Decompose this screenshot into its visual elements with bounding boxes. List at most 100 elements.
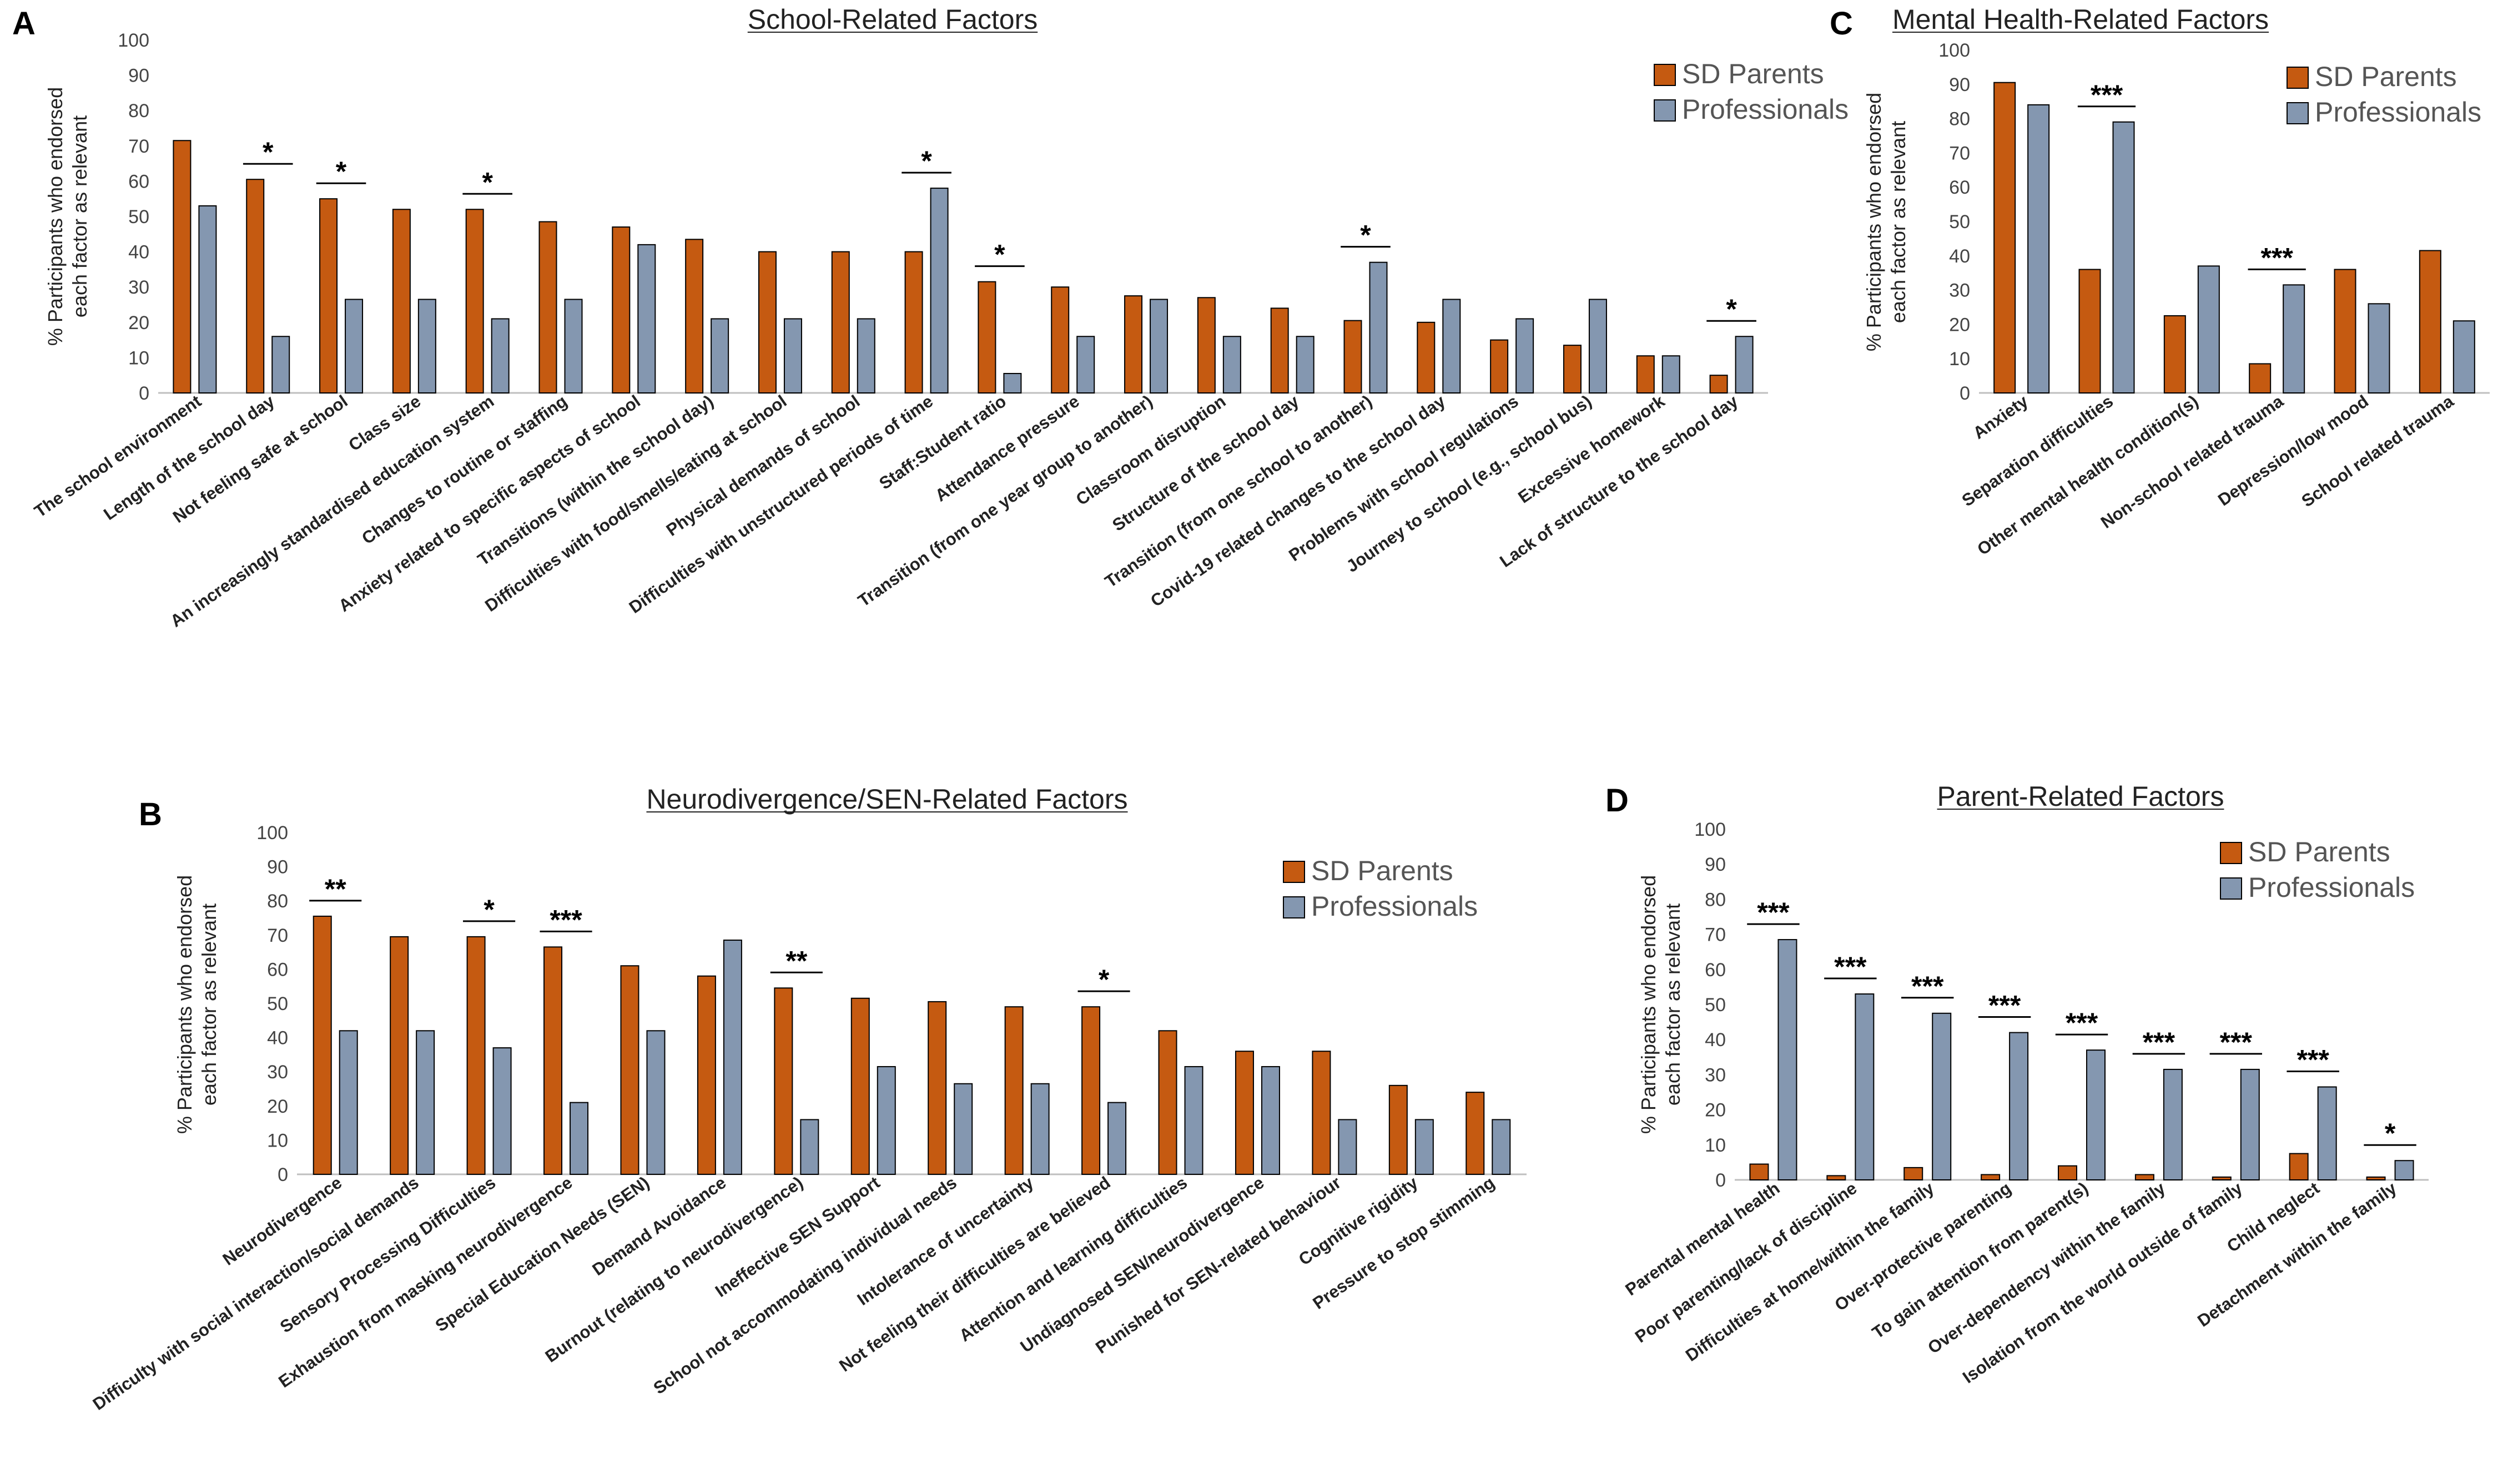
panel-a-bar-sd-parents: [1343, 320, 1362, 393]
panel-a-bar-professionals: [1369, 261, 1388, 393]
panel-b-bar-professionals: [1414, 1119, 1434, 1175]
panel-b-ylabel-line: each factor as relevant: [198, 903, 220, 1106]
panel-d-bar-professionals: [2009, 1032, 2029, 1181]
panel-b-bar-sd-parents: [1312, 1051, 1331, 1175]
panel-c-title: Mental Health-Related Factors: [1892, 4, 2269, 35]
panel-c-ytick-label: 100: [1938, 40, 1970, 61]
panel-b-bar-sd-parents: [1466, 1092, 1485, 1175]
panel-a-bar-sd-parents: [1270, 307, 1289, 393]
panel-b-bar-professionals: [1261, 1066, 1280, 1175]
panel-b-significance-marker: *: [484, 894, 495, 925]
panel-c-bar-sd-parents: [1993, 82, 2016, 393]
panel-c-bar-professionals: [2197, 265, 2220, 393]
panel-a-bar-sd-parents: [319, 198, 338, 393]
panel-d-legend-label: Professionals: [2248, 872, 2415, 903]
panel-a-ytick-label: 70: [128, 136, 149, 157]
panel-b-bar-sd-parents: [928, 1001, 947, 1175]
panel-a-bar-sd-parents: [685, 239, 704, 393]
panel-c-ytick-label: 0: [1960, 383, 1970, 404]
panel-a-bar-professionals: [1003, 373, 1022, 394]
panel-a-bar-sd-parents: [831, 251, 850, 393]
panel-b-significance-marker: **: [325, 874, 346, 905]
panel-b-ytick-label: 60: [267, 959, 288, 980]
panel-b-bar-sd-parents: [697, 975, 716, 1175]
panel-b-significance-marker: ***: [550, 904, 582, 935]
panel-b-bar-professionals: [877, 1066, 896, 1175]
panel-b-ylabel: % Participants who endorsedeach factor a…: [173, 875, 220, 1134]
panel-d-bar-professionals: [2086, 1049, 2106, 1181]
panel-a-ytick-label: 10: [128, 347, 149, 369]
panel-b-bar-professionals: [1184, 1066, 1203, 1175]
panel-c-legend-swatch: [2287, 102, 2309, 124]
panel-d-bar-professionals: [2240, 1068, 2260, 1181]
panel-a-bar-sd-parents: [1124, 295, 1143, 393]
panel-a-bar-professionals: [637, 244, 656, 393]
panel-d-ytick-label: 0: [1715, 1170, 1726, 1191]
panel-a-bar-sd-parents: [612, 226, 631, 393]
panel-b-ytick-label: 40: [267, 1028, 288, 1049]
panel-d-ytick-label: 60: [1705, 960, 1726, 981]
panel-b-letter: B: [139, 796, 162, 832]
panel-a-title: School-Related Factors: [748, 4, 1038, 35]
panel-b-bar-professionals: [1107, 1102, 1127, 1175]
panel-c-bar-professionals: [2452, 320, 2475, 393]
panel-b-bar-professionals: [1030, 1083, 1050, 1175]
panel-b-ytick-label: 50: [267, 993, 288, 1014]
panel-c-ylabel-line: each factor as relevant: [1887, 121, 1910, 323]
panel-a-bar-professionals: [345, 299, 364, 394]
panel-d-category-label: Isolation from the world outside of fami…: [1959, 1178, 2246, 1387]
panel-a-bar-sd-parents: [978, 281, 996, 393]
panel-c-chart: C Mental Health-Related Factors 0 10 20 30 40 5…: [1830, 4, 2490, 559]
panel-d-bar-sd-parents: [1826, 1175, 1846, 1181]
panel-b-bar-sd-parents: [1235, 1051, 1254, 1175]
panel-d-significance-marker: ***: [2143, 1027, 2175, 1058]
panel-c-ytick-label: 10: [1949, 349, 1970, 370]
panel-d-bar-sd-parents: [1981, 1174, 2001, 1181]
panel-a-ytick-label: 100: [118, 30, 149, 51]
panel-d-letter: D: [1605, 783, 1629, 819]
panel-a-ytick-label: 60: [128, 171, 149, 192]
panel-a-bar-professionals: [711, 318, 729, 393]
panel-d-ytick-label: 40: [1705, 1029, 1726, 1051]
panel-a-significance-marker: *: [1726, 294, 1737, 325]
panel-c-bar-professionals: [2283, 284, 2305, 394]
panel-a-significance-marker: *: [336, 156, 347, 187]
panel-b-legend-swatch: [1283, 861, 1305, 883]
panel-b-bar-sd-parents: [543, 946, 563, 1175]
panel-d-legend-swatch: [2220, 877, 2242, 900]
panel-b-ytick-label: 0: [278, 1164, 288, 1185]
panel-d-significance-marker: ***: [1834, 951, 1867, 982]
panel-d-chart: D Parent-Related Factors 0 10 20 30 40 50 60 70 80…: [1605, 781, 2429, 1387]
panel-a-bar-professionals: [1222, 336, 1241, 393]
panel-a-ylabel-line: each factor as relevant: [68, 115, 91, 317]
panel-d-title: Parent-Related Factors: [1937, 781, 2224, 812]
panel-a-bar-professionals: [1442, 299, 1461, 394]
panel-c-legend-label: SD Parents: [2315, 61, 2457, 92]
panel-b-category-label: Difficulty with social interaction/socia…: [89, 1173, 422, 1414]
panel-b-bar-sd-parents: [774, 987, 793, 1175]
panel-a-bar-sd-parents: [392, 209, 411, 393]
panel-a-significance-marker: *: [994, 239, 1005, 270]
panel-a-bar-sd-parents: [173, 140, 192, 393]
panel-c-ytick-label: 30: [1949, 280, 1970, 301]
panel-c-ytick-label: 60: [1949, 177, 1970, 198]
panel-c-significance-marker: ***: [2260, 242, 2293, 273]
panel-a-chart: A School-Related Factors 0 10 20 30 40 50 60 70 80…: [12, 4, 1849, 631]
panel-b-bar-sd-parents: [1158, 1030, 1177, 1175]
panel-d-significance-marker: ***: [2297, 1044, 2329, 1076]
panel-a-ytick-label: 80: [128, 100, 149, 122]
panel-b-bar-sd-parents: [850, 997, 870, 1175]
panel-a-ytick-label: 30: [128, 277, 149, 298]
panel-b-category-label: Not feeling their difficulties are belie…: [835, 1173, 1114, 1376]
panel-c-letter: C: [1830, 6, 1853, 42]
panel-c-category-label: Depression/low mood: [2214, 391, 2372, 509]
panel-a-ytick-label: 20: [128, 312, 149, 334]
panel-a-bar-sd-parents: [1417, 321, 1436, 393]
panel-a-legend-swatch: [1654, 64, 1676, 86]
panel-b-ytick-label: 20: [267, 1096, 288, 1117]
panel-d-bar-professionals: [2394, 1160, 2414, 1180]
panel-a-bar-professionals: [1735, 336, 1754, 393]
panel-a-ylabel: % Participants who endorsedeach factor a…: [44, 87, 91, 346]
panel-b-bar-professionals: [492, 1047, 512, 1175]
